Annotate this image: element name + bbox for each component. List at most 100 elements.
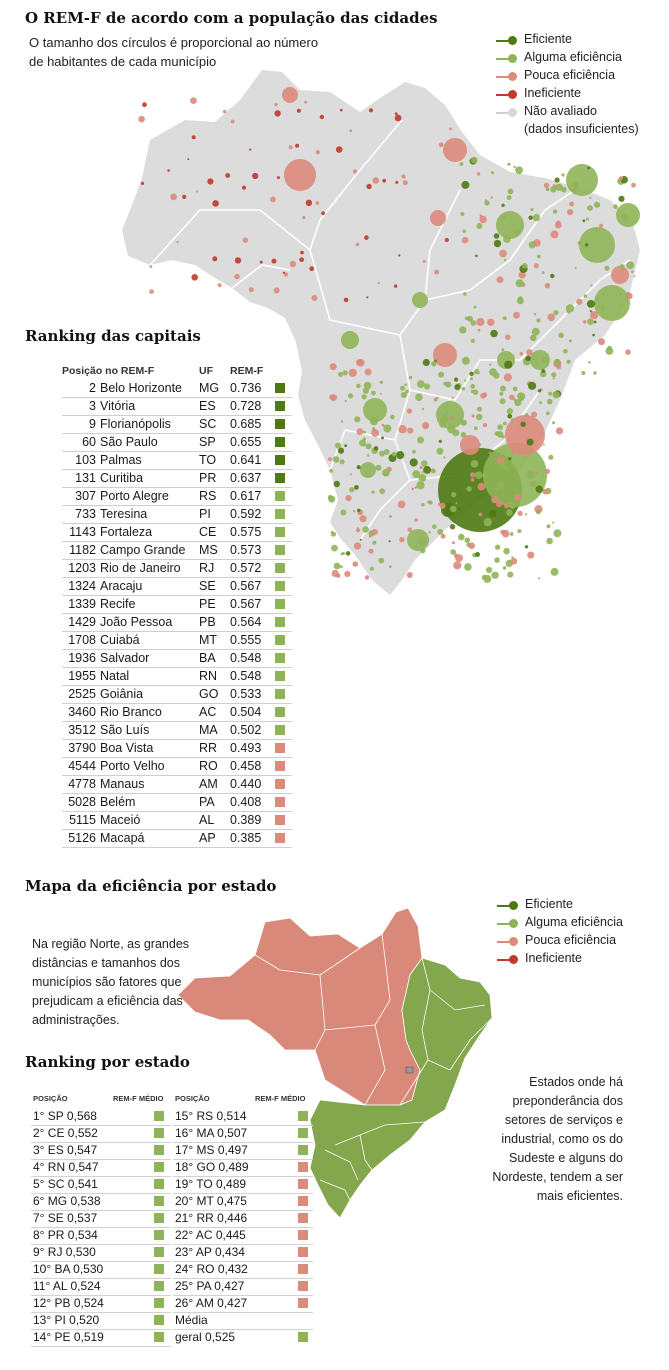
capital-remf: 0.548 [230, 669, 262, 683]
municipality-circle [463, 292, 467, 296]
municipality-circle [525, 355, 531, 362]
municipality-circle [225, 173, 231, 178]
municipality-circle [332, 456, 340, 463]
note-line: preponderância dos [512, 1094, 624, 1108]
legend-dot-ineficiente [508, 90, 517, 99]
municipality-circle [496, 276, 504, 284]
municipality-circle [494, 431, 500, 436]
municipality-circle [470, 477, 475, 482]
municipality-circle [469, 377, 473, 381]
municipality-circle [223, 109, 227, 114]
municipality-circle [338, 371, 344, 377]
municipality-circle [355, 528, 361, 533]
municipality-circle [618, 195, 625, 202]
municipality-circle [613, 204, 618, 209]
subtitle-line-2: de habitantes de cada município [29, 54, 217, 69]
capitals-ranking-table: Posição no REM-F UF REM-F 2 Belo Horizont… [62, 362, 292, 848]
municipality-circle [375, 464, 382, 471]
capital-position: 1324 [68, 579, 96, 593]
municipality-circle [546, 537, 553, 545]
municipality-circle [368, 548, 374, 554]
category-swatch [275, 455, 285, 465]
category-swatch [298, 1247, 308, 1257]
municipality-circle [598, 338, 605, 346]
municipality-circle [513, 311, 520, 319]
municipality-circle [382, 468, 390, 477]
municipality-circle [498, 461, 506, 469]
category-swatch [298, 1145, 308, 1155]
municipality-circle [543, 182, 550, 189]
capital-remf: 0.736 [230, 381, 262, 395]
municipality-circle [400, 392, 407, 398]
capital-uf: AM [199, 777, 218, 791]
municipality-circle [547, 313, 555, 322]
municipality-circle [359, 515, 367, 523]
municipality-circle [590, 284, 593, 287]
table-row: 2525 Goiânia GO 0.533 [62, 686, 292, 704]
municipality-circle [271, 258, 277, 264]
municipality-circle [479, 214, 483, 218]
category-swatch [275, 707, 285, 717]
subtitle-line-1: O tamanho dos círculos é proporcional ao… [29, 35, 319, 50]
municipality-circle [270, 196, 276, 203]
state-border-4 [364, 1024, 386, 1106]
municipality-circle [531, 411, 538, 418]
state-row: 4° RN 0,547 [31, 1159, 171, 1177]
municipality-circle [472, 389, 479, 395]
municipality-circle [631, 270, 634, 274]
municipality-circle [390, 414, 395, 420]
municipality-circle [536, 318, 541, 323]
municipality-circle [503, 421, 507, 426]
state-label: 8° PR 0,534 [33, 1228, 98, 1242]
capitals-table-header: Posição no REM-F UF REM-F [62, 362, 292, 380]
municipality-circle [545, 187, 550, 192]
municipality-circle [362, 443, 366, 447]
municipality-circle [625, 349, 631, 355]
municipality-circle [544, 468, 551, 474]
legend-label: Alguma eficiência [525, 915, 623, 929]
municipality-circle [507, 188, 514, 195]
state-row: 16° MA 0,507 [173, 1125, 313, 1143]
state-label: 1° SP 0,568 [33, 1109, 97, 1123]
table-row: 1955 Natal RN 0.548 [62, 668, 292, 686]
capital-remf: 0.685 [230, 417, 262, 431]
municipality-circle [335, 146, 343, 153]
municipality-circle [500, 385, 506, 392]
municipality-circle [417, 436, 424, 444]
states-header-pos-2: POSIÇÃO [175, 1094, 210, 1103]
municipality-circle [345, 551, 351, 556]
state-row: 19° TO 0,489 [173, 1176, 313, 1194]
municipality-circle [566, 309, 571, 314]
legend-label: Ineficiente [525, 951, 582, 965]
municipality-circle [372, 177, 380, 184]
state-label: 4° RN 0,547 [33, 1160, 99, 1174]
municipality-circle [284, 159, 316, 191]
municipality-circle [587, 166, 591, 170]
municipality-circle [482, 473, 488, 479]
municipality-circle [506, 408, 513, 415]
municipality-circle [347, 393, 354, 399]
note-line: distâncias e tamanhos dos [32, 956, 181, 970]
state-row: 14° PE 0,519 [31, 1329, 171, 1347]
municipality-circle [548, 391, 553, 396]
state-label: 7° SE 0,537 [33, 1211, 98, 1225]
municipality-circle [569, 201, 575, 207]
municipality-circle [402, 180, 408, 186]
note-line: Nordeste, tendem a ser [492, 1170, 623, 1184]
capital-uf: CE [199, 525, 217, 539]
state-label: 3° ES 0,547 [33, 1143, 98, 1157]
municipality-circle [451, 396, 454, 399]
municipality-circle [509, 394, 515, 401]
municipality-circle [330, 531, 334, 534]
municipality-circle [477, 328, 481, 332]
municipality-circle [502, 566, 507, 570]
states-media-row: Média [173, 1312, 313, 1330]
municipality-circle [572, 181, 579, 188]
table-row: 3 Vitória ES 0.728 [62, 398, 292, 416]
municipality-circle [434, 359, 437, 363]
municipality-circle [369, 566, 374, 571]
note-line: prejudicam a eficiência das [32, 994, 183, 1008]
capital-city: Aracaju [100, 579, 143, 593]
municipality-circle [589, 310, 592, 313]
municipality-circle [479, 215, 487, 224]
